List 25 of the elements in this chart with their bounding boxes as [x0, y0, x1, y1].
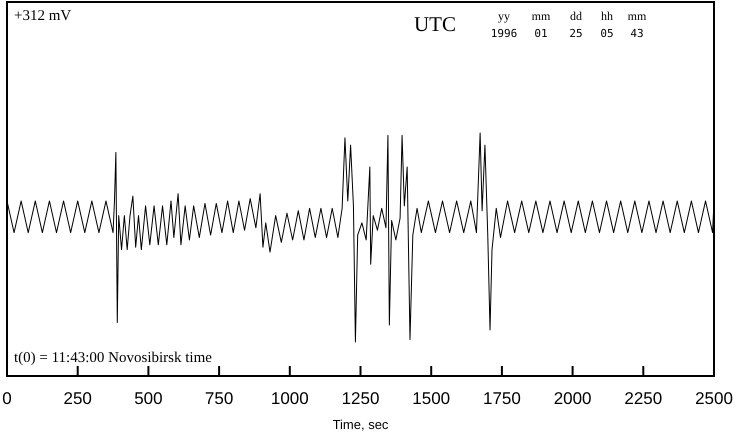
text: mm	[628, 9, 647, 23]
x-tick-label: 1000	[270, 389, 309, 408]
x-tick-label: 750	[204, 389, 234, 408]
x-axis-title: Time, sec	[332, 417, 389, 432]
text: 1996	[490, 27, 518, 40]
x-tick-label: 500	[134, 389, 163, 408]
text: 25	[569, 27, 583, 40]
text: dd	[570, 9, 582, 23]
x-tick-label: 1500	[412, 389, 450, 408]
x-tick-label: 2250	[624, 389, 662, 408]
x-tick-label: 2500	[695, 389, 733, 408]
x-tick-label: 1250	[342, 389, 380, 408]
annotation: t(0) = 11:43:00 Novosibirsk time	[14, 350, 212, 366]
text: 05	[600, 27, 614, 40]
text: mm	[532, 9, 551, 23]
text: 43	[630, 27, 644, 40]
x-tick-label: 250	[64, 389, 92, 408]
text: yy	[498, 9, 510, 23]
x-tick-label: 2000	[554, 389, 592, 408]
text: +312 mV	[14, 8, 72, 24]
x-tick-label: 1750	[482, 389, 521, 408]
x-tick-label: 0	[2, 389, 12, 408]
text: hh	[601, 9, 613, 23]
text: UTC	[414, 12, 456, 36]
text: 01	[534, 27, 548, 40]
